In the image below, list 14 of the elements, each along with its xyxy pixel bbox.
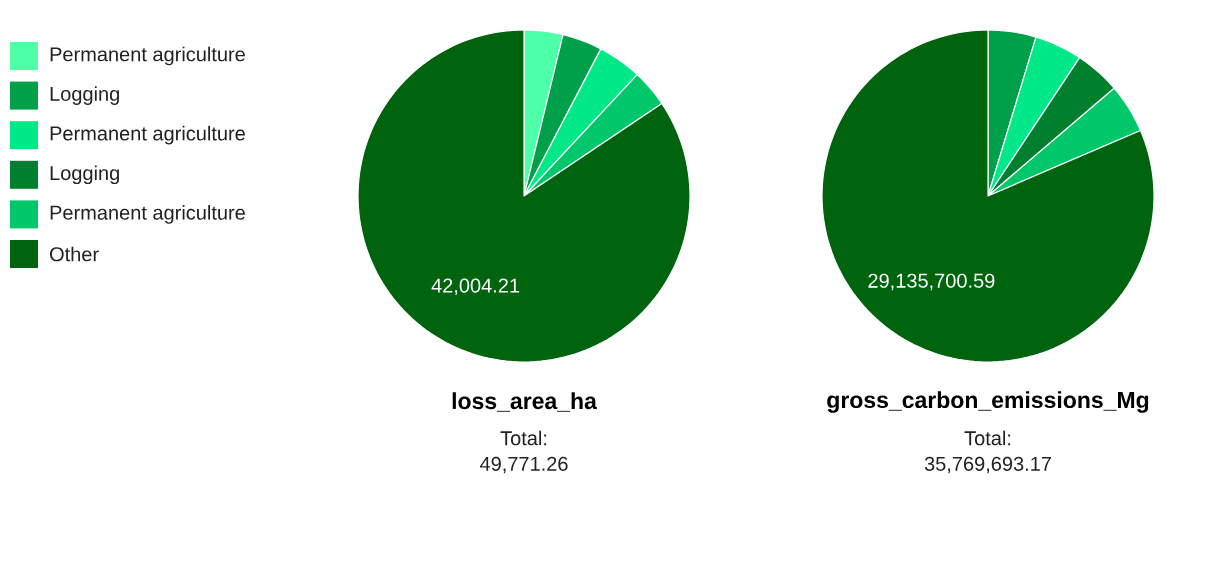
data-label: 42,004.21: [431, 278, 520, 296]
legend-label: Permanent agriculture: [50, 125, 245, 145]
legend-label: Other: [50, 246, 99, 262]
text: Total:: [964, 430, 1011, 446]
data-label: 29,135,700.59: [868, 273, 995, 291]
legend-label: Logging: [50, 165, 119, 185]
text: 35,769,693.17: [924, 456, 1051, 474]
text: loss_area_ha: [452, 392, 598, 412]
text: 49,771.26: [479, 456, 568, 474]
text: gross_carbon_emissions_Mg: [827, 391, 1149, 413]
legend-label: Permanent agriculture: [50, 205, 245, 224]
legend-label: Logging: [50, 86, 119, 105]
text: Total:: [500, 430, 547, 446]
legend-label: Permanent agriculture: [50, 46, 245, 66]
